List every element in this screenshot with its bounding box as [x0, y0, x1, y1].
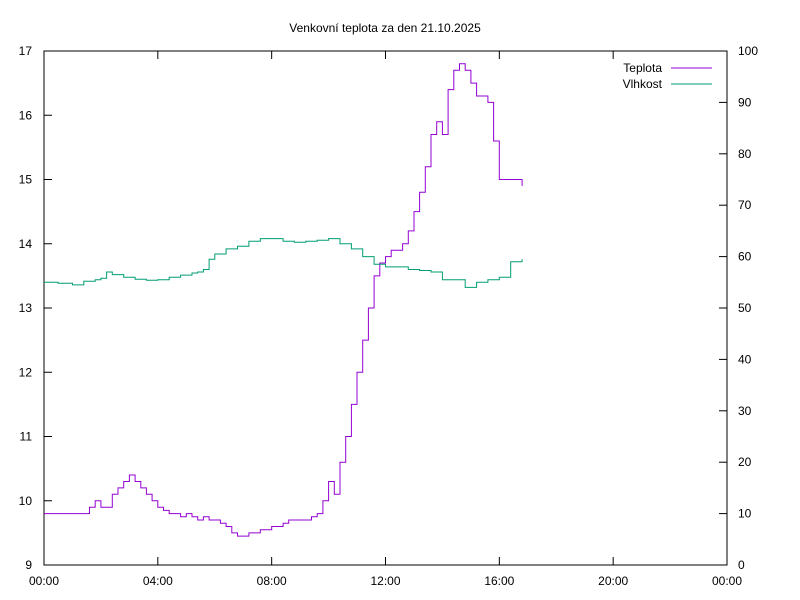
y2-tick-label: 60: [738, 250, 752, 264]
y-tick-label: 14: [19, 237, 33, 251]
y2-tick-label: 70: [738, 198, 752, 212]
y-tick-label: 13: [19, 301, 33, 315]
y2-tick-label: 80: [738, 147, 752, 161]
legend-label: Vlhkost: [623, 77, 663, 91]
y2-tick-label: 20: [738, 455, 752, 469]
y2-tick-label: 100: [738, 44, 758, 58]
y2-tick-label: 30: [738, 404, 752, 418]
y-tick-label: 11: [20, 430, 33, 444]
series-line-teplota: [44, 63, 523, 537]
legend-label: Teplota: [623, 61, 662, 75]
y-tick-label: 16: [19, 108, 33, 122]
x-tick-label: 00:00: [29, 574, 59, 588]
chart-title: Venkovní teplota za den 21.10.2025: [289, 21, 481, 35]
y2-tick-label: 50: [738, 301, 752, 315]
y-tick-label: 17: [19, 44, 33, 58]
y-tick-label: 10: [19, 494, 33, 508]
y2-tick-label: 0: [738, 558, 745, 572]
legend: Teplota Vlhkost: [623, 61, 712, 91]
y2-tick-label: 90: [738, 95, 752, 109]
x-tick-label: 20:00: [598, 574, 628, 588]
x-tick-label: 00:00: [712, 574, 742, 588]
x-tick-label: 12:00: [370, 574, 400, 588]
y-tick-label: 12: [19, 365, 33, 379]
y-tick-label: 15: [19, 173, 33, 187]
x-tick-label: 08:00: [257, 574, 287, 588]
y2-tick-label: 10: [738, 507, 752, 521]
x-tick-label: 16:00: [484, 574, 514, 588]
series-line-vlhkost: [44, 238, 523, 288]
y-tick-label: 9: [25, 558, 32, 572]
x-tick-label: 04:00: [143, 574, 173, 588]
y2-tick-label: 40: [738, 352, 752, 366]
